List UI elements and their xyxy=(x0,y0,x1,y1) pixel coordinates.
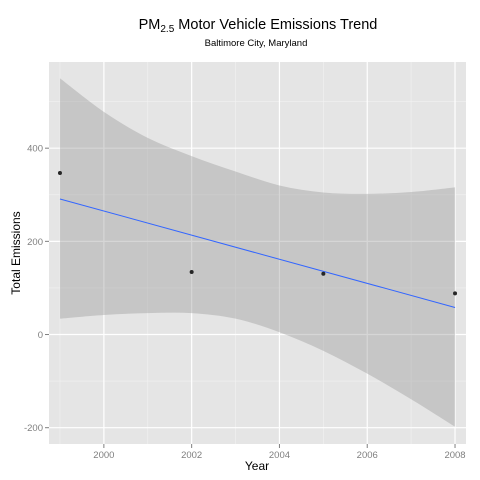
data-point xyxy=(453,291,458,296)
data-point xyxy=(321,271,326,276)
x-tick-label: 2006 xyxy=(357,450,378,461)
y-axis-ticks: -200 0 200 400 xyxy=(24,144,49,434)
trend-line xyxy=(59,198,456,308)
x-tick-label: 2004 xyxy=(269,450,290,461)
x-tick-label: 2000 xyxy=(93,450,114,461)
confidence-band xyxy=(59,78,456,427)
data-point xyxy=(57,170,62,175)
x-tick-label: 2002 xyxy=(181,450,202,461)
x-tick-label: 2008 xyxy=(444,450,465,461)
y-tick-label: 200 xyxy=(27,237,43,248)
grid-minor xyxy=(49,62,466,444)
chart-subtitle: Baltimore City, Maryland xyxy=(205,38,308,49)
chart-title: PM2.5 Motor Vehicle Emissions Trend xyxy=(139,17,378,35)
x-axis-title: Year xyxy=(245,459,269,473)
grid-major xyxy=(49,62,466,444)
y-axis-title: Total Emissions xyxy=(9,211,23,294)
data-points xyxy=(57,170,458,296)
y-tick-label: 0 xyxy=(38,330,43,341)
data-point xyxy=(189,269,194,274)
x-axis-ticks: 2000 2002 2004 2006 2008 xyxy=(93,444,466,461)
y-tick-label: -200 xyxy=(24,423,43,434)
y-tick-label: 400 xyxy=(27,144,43,155)
